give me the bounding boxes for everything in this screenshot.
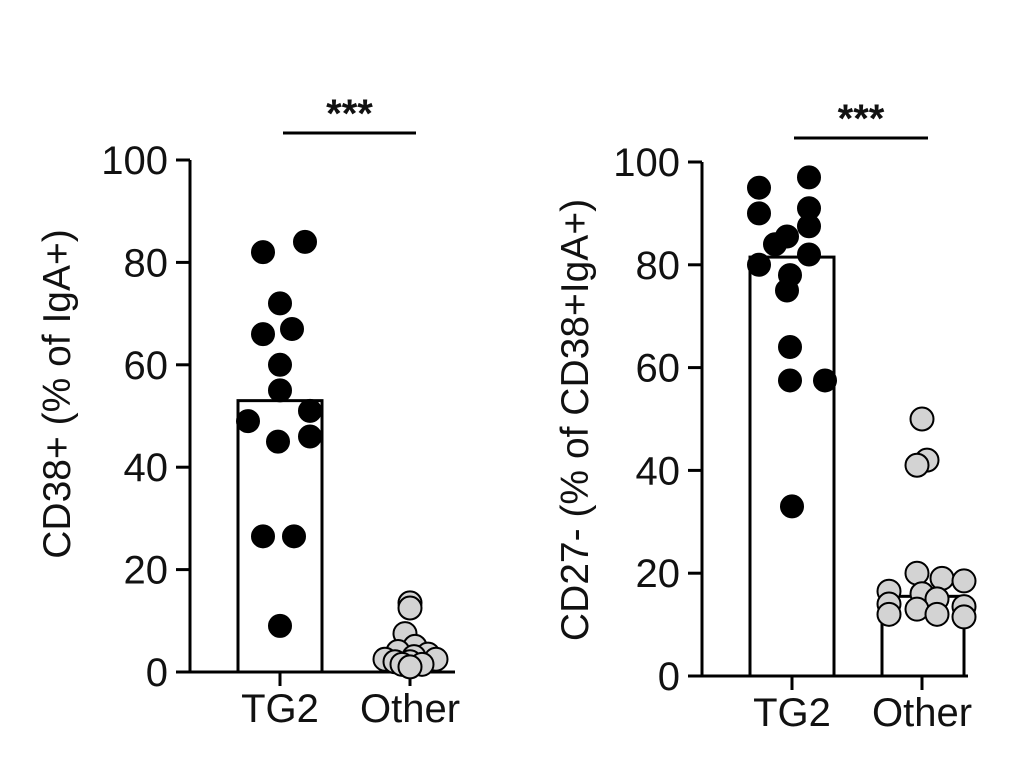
data-point-tg2 xyxy=(763,232,787,257)
y-tick-label: 40 xyxy=(636,449,681,493)
data-point-tg2 xyxy=(780,494,804,519)
y-axis-title: CD27- (% of CD38+IgA+) xyxy=(554,199,597,641)
data-point-other xyxy=(904,560,930,586)
data-point-tg2 xyxy=(251,322,275,347)
y-tick-label: 20 xyxy=(636,552,681,596)
data-point-tg2 xyxy=(268,613,292,638)
data-point-tg2 xyxy=(797,242,821,267)
x-tick-label-tg2: TG2 xyxy=(241,687,319,731)
data-point-tg2 xyxy=(797,214,821,239)
panel-left: 0 20 40 60 80 100 TG2 Other CD38+ (% of IgA+) *** xyxy=(36,92,460,731)
y-tick-label: 0 xyxy=(658,655,680,699)
data-point-tg2 xyxy=(298,424,322,449)
data-point-tg2 xyxy=(280,316,304,341)
x-tick-label-other: Other xyxy=(360,687,460,731)
data-point-tg2 xyxy=(747,252,771,277)
data-point-tg2 xyxy=(251,240,275,265)
y-tick-label: 0 xyxy=(146,651,168,695)
data-point-tg2 xyxy=(293,229,317,254)
data-point-tg2 xyxy=(775,278,799,303)
data-point-tg2 xyxy=(298,398,322,423)
y-tick-label: 60 xyxy=(636,347,681,391)
data-point-other xyxy=(951,568,977,594)
data-point-tg2 xyxy=(251,524,275,549)
y-tick-label: 100 xyxy=(101,139,168,183)
data-point-tg2 xyxy=(797,165,821,190)
data-point-tg2 xyxy=(268,352,292,377)
panel-right: 0 20 40 60 80 100 TG2 Other CD27- (% of CD38+IgA… xyxy=(554,97,977,735)
data-point-tg2 xyxy=(778,335,802,360)
data-point-tg2 xyxy=(266,429,290,454)
data-point-tg2 xyxy=(747,175,771,200)
significance-label: *** xyxy=(326,92,373,136)
data-point-other xyxy=(924,601,950,627)
data-point-tg2 xyxy=(778,368,802,393)
y-tick-label: 60 xyxy=(124,344,169,388)
data-point-tg2 xyxy=(268,378,292,403)
data-point-tg2 xyxy=(813,368,837,393)
bar-tg2 xyxy=(748,255,836,678)
data-point-tg2 xyxy=(236,409,260,434)
x-tick-label-other: Other xyxy=(872,691,972,735)
y-tick-label: 80 xyxy=(124,241,169,285)
y-tick-label: 20 xyxy=(124,549,169,593)
data-point-other xyxy=(397,654,423,680)
data-point-other xyxy=(929,565,955,591)
data-point-other xyxy=(876,601,902,627)
significance-label: *** xyxy=(838,97,885,141)
data-point-other xyxy=(951,604,977,630)
data-point-tg2 xyxy=(282,524,306,549)
data-point-other xyxy=(904,452,930,478)
data-point-tg2 xyxy=(747,201,771,226)
y-axis-title: CD38+ (% of IgA+) xyxy=(36,229,79,558)
y-tick-label: 100 xyxy=(613,141,680,185)
y-tick-label: 80 xyxy=(636,244,681,288)
data-point-tg2 xyxy=(268,291,292,316)
x-tick-label-tg2: TG2 xyxy=(753,691,831,735)
data-point-other xyxy=(909,406,935,432)
y-tick-label: 40 xyxy=(124,446,169,490)
data-point-other xyxy=(397,595,423,621)
